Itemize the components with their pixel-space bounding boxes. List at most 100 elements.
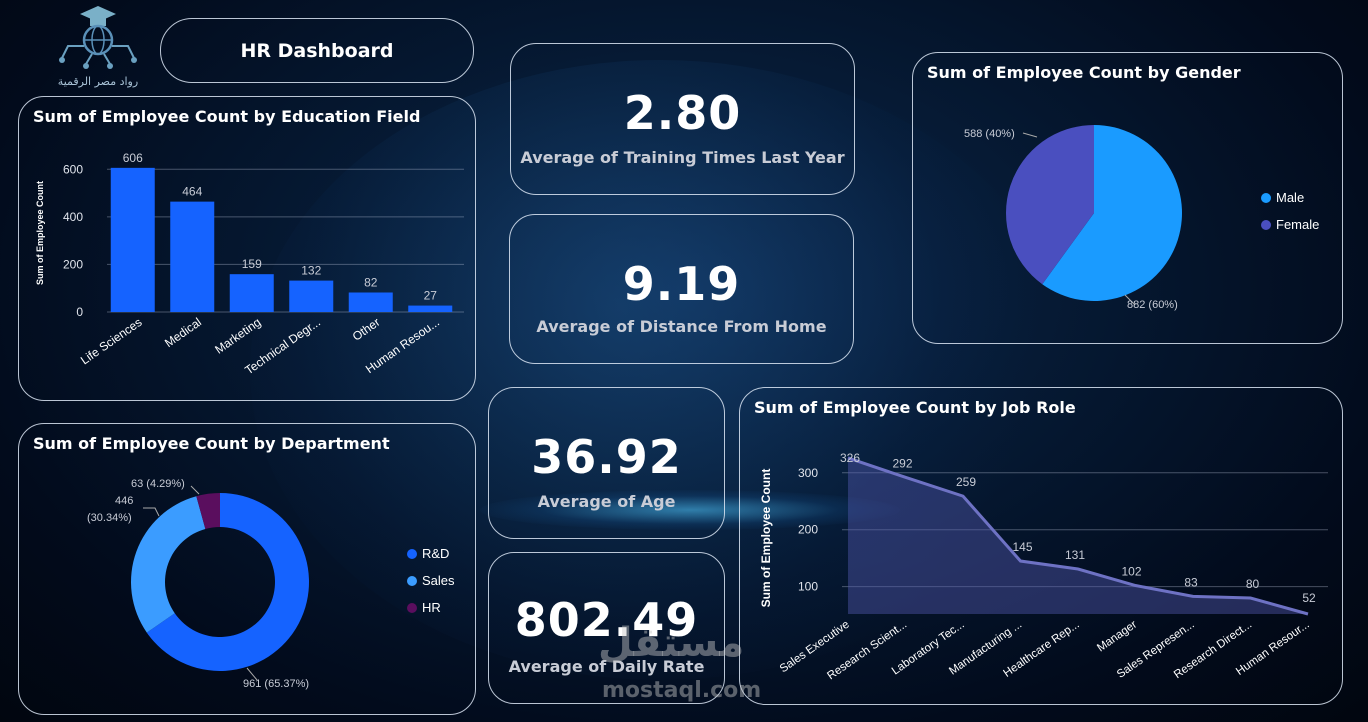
donut-slice	[196, 493, 220, 529]
gender-chart-panel: Sum of Employee Count by Gender 882 (60%…	[912, 52, 1343, 344]
legend-item-rnd[interactable]: R&D	[407, 546, 455, 561]
x-tick-label: Marketing	[212, 315, 263, 357]
legend-label: Male	[1276, 190, 1305, 205]
department-chart-panel: Sum of Employee Count by Department 961 …	[18, 423, 476, 715]
gender-legend: Male Female	[1261, 190, 1319, 244]
data-label: 259	[956, 475, 976, 489]
department-donut-chart: 961 (65.37%) 446 (30.34%) 63 (4.29%)	[87, 478, 310, 690]
education-chart-title: Sum of Employee Count by Education Field	[33, 107, 421, 126]
bar	[348, 292, 393, 312]
leader-line	[1022, 132, 1038, 138]
legend-label: HR	[422, 600, 441, 615]
background-glow	[480, 490, 900, 530]
data-label: 52	[1302, 591, 1316, 605]
legend-dot	[1261, 219, 1271, 230]
y-tick-label: 200	[798, 523, 818, 537]
y-tick-label: 0	[76, 305, 83, 319]
x-tick-label: Life Sciences	[78, 315, 144, 367]
leader-line	[190, 485, 200, 495]
data-label: 131	[1065, 548, 1085, 562]
bar	[408, 305, 453, 312]
dashboard-title-card: HR Dashboard	[160, 18, 474, 83]
data-label: 145	[1012, 540, 1032, 554]
job-role-chart-title: Sum of Employee Count by Job Role	[754, 398, 1076, 417]
x-tick-label: Manager	[1095, 619, 1139, 655]
legend-dot	[1261, 192, 1271, 203]
y-axis-label: Sum of Employee Count	[35, 181, 45, 285]
data-label: 292	[892, 456, 912, 470]
legend-dot	[407, 602, 417, 613]
kpi-label: Average of Training Times Last Year	[520, 148, 845, 167]
legend-label: Female	[1276, 217, 1320, 232]
data-label: 159	[242, 257, 262, 271]
legend-label: R&D	[422, 546, 450, 561]
logo: رواد مصر الرقمية	[46, 2, 150, 88]
series-line	[847, 456, 1309, 616]
leader-line	[246, 667, 258, 681]
data-label: 132	[301, 264, 321, 278]
kpi-card-age: 36.92 Average of Age	[488, 387, 725, 539]
y-tick-label: 200	[63, 257, 83, 271]
kpi-value: 9.19	[622, 257, 741, 311]
data-label: 606	[123, 151, 143, 165]
kpi-label: Average of Distance From Home	[536, 317, 827, 336]
legend-item-male[interactable]: Male	[1261, 190, 1319, 205]
data-label: 102	[1121, 565, 1141, 579]
kpi-card-distance: 9.19 Average of Distance From Home	[509, 214, 854, 364]
legend-dot	[407, 548, 417, 559]
y-tick-label: 300	[798, 466, 818, 480]
job-role-chart-panel: Sum of Employee Count by Job Role 100 200…	[739, 387, 1343, 705]
kpi-value: 36.92	[531, 430, 682, 484]
y-axis-label: Sum of Employee Count	[759, 469, 773, 608]
y-tick-label: 400	[63, 210, 83, 224]
legend-item-female[interactable]: Female	[1261, 217, 1319, 232]
bar	[229, 274, 274, 312]
pie-slice	[1042, 125, 1182, 301]
bar	[170, 201, 215, 312]
data-label: 83	[1184, 575, 1198, 589]
leader-line	[1124, 294, 1136, 306]
legend-dot	[407, 575, 417, 586]
data-label: 882 (60%)	[1127, 299, 1178, 311]
kpi-label: Average of Age	[537, 492, 676, 511]
legend-item-hr[interactable]: HR	[407, 600, 455, 615]
gender-chart-title: Sum of Employee Count by Gender	[927, 63, 1241, 82]
kpi-value: 2.80	[623, 86, 742, 140]
kpi-card-daily-rate: 802.49 Average of Daily Rate	[488, 552, 725, 704]
data-label: 63 (4.29%)	[131, 478, 185, 490]
donut-slice	[146, 493, 310, 671]
x-tick-label: Other	[350, 315, 383, 344]
department-chart-title: Sum of Employee Count by Department	[33, 434, 390, 453]
page-title: HR Dashboard	[240, 40, 394, 62]
data-label: 446	[115, 495, 133, 507]
donut-slice	[131, 496, 206, 633]
data-label: 326	[840, 451, 860, 465]
kpi-label: Average of Daily Rate	[508, 657, 705, 676]
data-label: 464	[182, 185, 202, 199]
background-globe	[250, 60, 1070, 680]
y-tick-label: 600	[63, 162, 83, 176]
legend-item-sales[interactable]: Sales	[407, 573, 455, 588]
pie-slice	[1006, 125, 1094, 285]
data-label: 80	[1246, 577, 1260, 591]
education-field-chart-panel: Sum of Employee Count by Education Field…	[18, 96, 476, 401]
data-label: 961 (65.37%)	[243, 678, 309, 690]
data-label: 588 (40%)	[964, 128, 1015, 140]
kpi-card-training: 2.80 Average of Training Times Last Year	[510, 43, 855, 195]
gender-pie-chart: 882 (60%) 588 (40%)	[964, 125, 1182, 311]
education-bar-chart: 0 200 400 600 Sum of Employee Count 606 Life S…	[35, 151, 464, 377]
data-label: 27	[424, 289, 438, 303]
x-tick-label: Medical	[162, 315, 204, 350]
data-label: (30.34%)	[87, 512, 132, 524]
watermark-latin: mostaql.com	[602, 678, 762, 703]
kpi-value: 802.49	[514, 593, 699, 647]
leader-line	[143, 507, 160, 517]
legend-label: Sales	[422, 573, 455, 588]
bar	[289, 280, 334, 312]
data-label: 82	[364, 275, 378, 289]
bar	[110, 167, 155, 312]
logo-caption: رواد مصر الرقمية	[57, 75, 139, 88]
watermark-arabic: مستقل	[598, 620, 745, 666]
y-tick-label: 100	[798, 580, 818, 594]
